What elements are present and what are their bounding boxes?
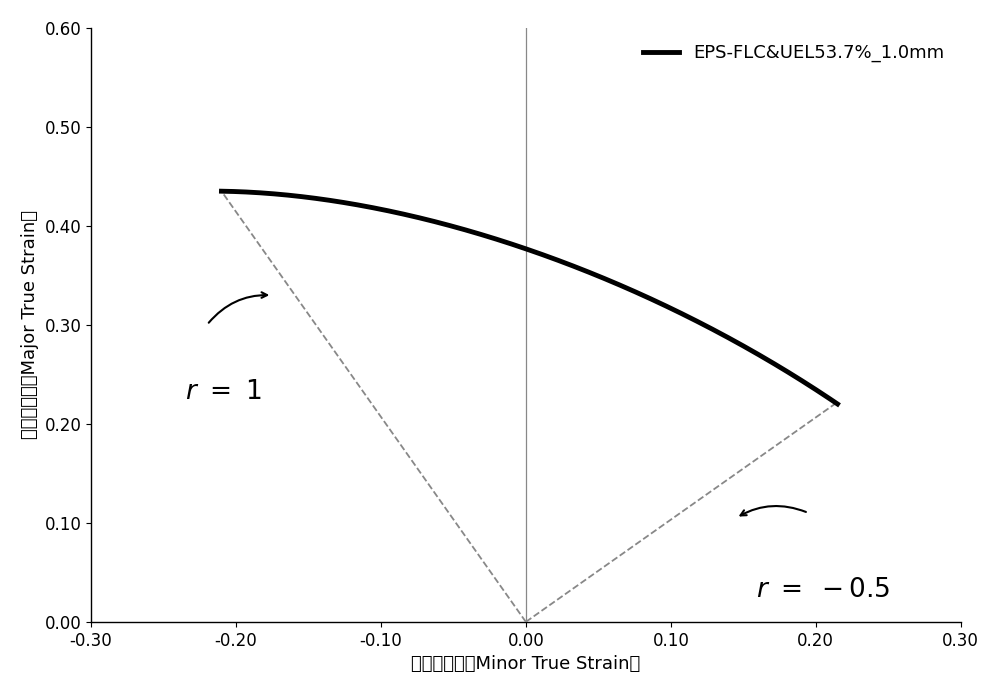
Y-axis label: 真实主应变（Major True Strain）: 真实主应变（Major True Strain） (21, 210, 39, 439)
Legend: EPS-FLC&UEL53.7%_1.0mm: EPS-FLC&UEL53.7%_1.0mm (636, 37, 952, 69)
Text: $r\ =\ -0.5$: $r\ =\ -0.5$ (756, 577, 890, 603)
X-axis label: 真实次应变（Minor True Strain）: 真实次应变（Minor True Strain） (411, 655, 640, 673)
Text: $r\ =\ 1$: $r\ =\ 1$ (185, 380, 262, 405)
